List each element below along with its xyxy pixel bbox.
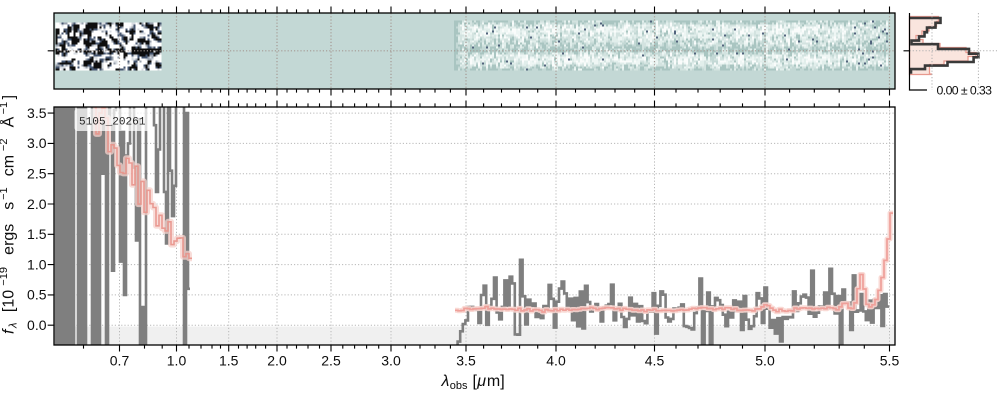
svg-text:fλ[10−19ergss−1cm−2Å−1]: fλ[10−19ergss−1cm−2Å−1] — [0, 95, 20, 334]
svg-text:4.5: 4.5 — [645, 353, 665, 369]
svg-text:2.5: 2.5 — [321, 353, 341, 369]
svg-text:3.0: 3.0 — [27, 135, 47, 151]
svg-text:1.0: 1.0 — [27, 256, 47, 272]
svg-text:5.5: 5.5 — [880, 353, 900, 369]
svg-text:2.0: 2.0 — [27, 196, 47, 212]
svg-text:3.5: 3.5 — [27, 105, 47, 121]
svg-text:1.5: 1.5 — [27, 226, 47, 242]
svg-text:4.0: 4.0 — [546, 353, 566, 369]
svg-text:0.0: 0.0 — [27, 317, 47, 333]
svg-text:0.5: 0.5 — [27, 287, 47, 303]
svg-text:2.5: 2.5 — [27, 166, 47, 182]
svg-text:2.0: 2.0 — [267, 353, 287, 369]
svg-text:1.5: 1.5 — [219, 353, 239, 369]
svg-text:5105_20261: 5105_20261 — [79, 117, 146, 129]
svg-text:1.0: 1.0 — [167, 353, 187, 369]
svg-text:λobs[μm]: λobs [μm] — [441, 373, 505, 392]
svg-text:0.7: 0.7 — [110, 353, 130, 369]
svg-text:5.0: 5.0 — [755, 353, 775, 369]
svg-text:0.00 ± 0.33: 0.00 ± 0.33 — [937, 84, 993, 98]
svg-text:3.5: 3.5 — [456, 353, 476, 369]
svg-text:3.0: 3.0 — [381, 353, 401, 369]
